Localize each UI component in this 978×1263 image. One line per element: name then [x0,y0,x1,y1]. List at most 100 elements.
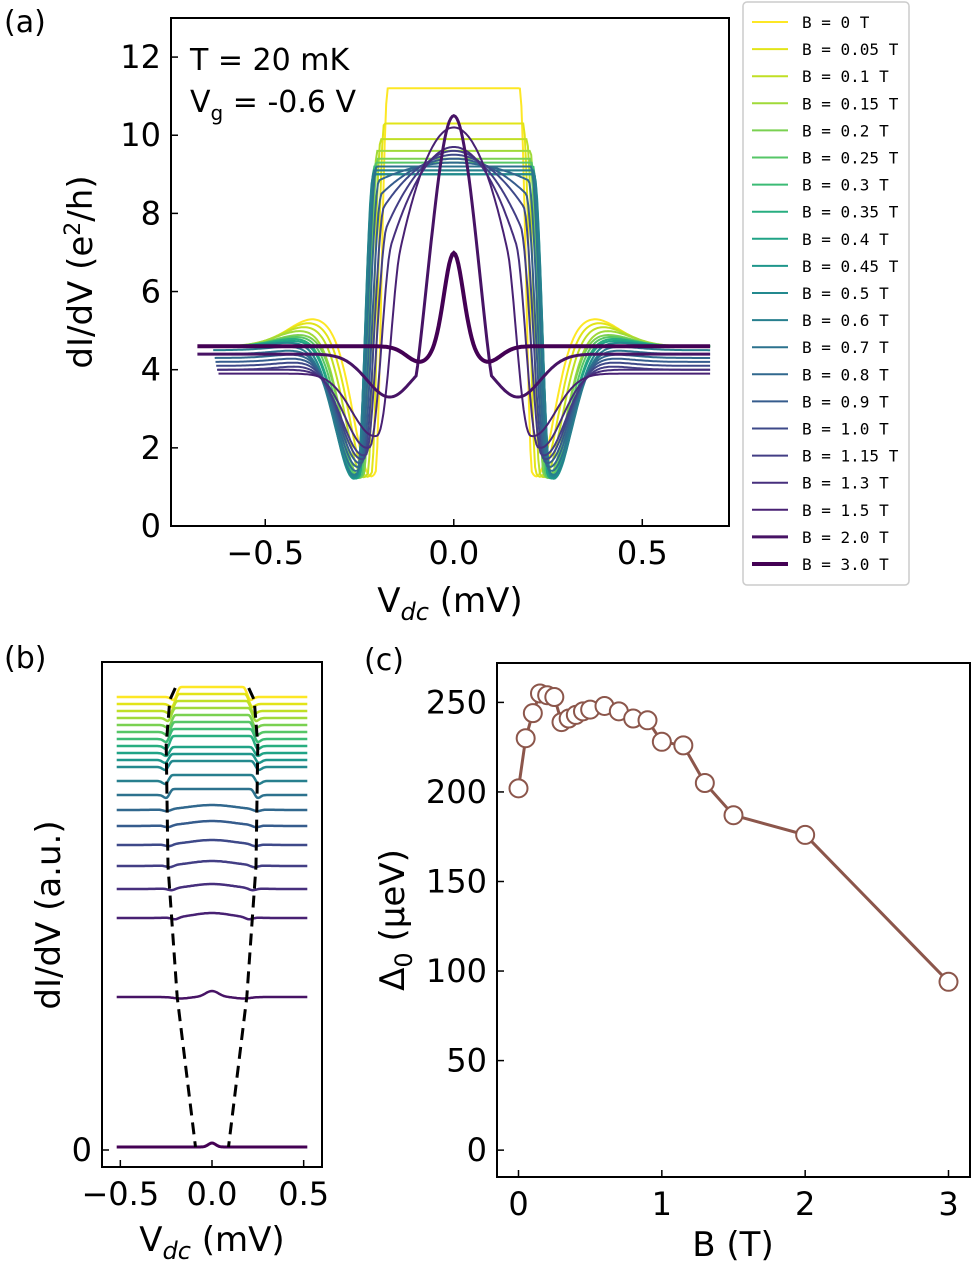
panel-c-y-tick-label: 0 [467,1131,487,1169]
panel-b-series-line [116,734,308,751]
panel-b-chart: −0.5 0.0 0.5 0 Vdc (mV) dI/dV (a.u.) [29,661,329,1263]
panel-a-series-line [209,165,711,480]
panel-c-data [508,683,959,992]
panel-a-series-line [207,157,711,479]
panel-c-y-axis-label: Δ0 (μeV) [373,849,418,991]
panel-a-x-tick-label: −0.5 [226,534,304,572]
panel-c-data-point [673,735,694,756]
legend-entry-label: B = 0.7 T [802,338,889,357]
panel-a-series-line [214,161,711,469]
panel-a-temperature-annotation: T = 20 mK [189,43,350,78]
legend-entry-label: B = 0.1 T [802,67,889,86]
legend-entry-label: B = 0.4 T [802,230,889,249]
panel-c-data-point [795,824,816,845]
panel-a-series-line [215,157,711,465]
panel-a-series-line [207,149,711,479]
panel-a-series-line [211,173,711,480]
panel-a-series-line [197,250,711,364]
panel-c-y-tick-label: 50 [446,1042,487,1080]
panel-c-data-point [723,805,744,826]
panel-c-y-tick-label: 250 [426,683,487,721]
panel-a-curves [197,87,711,480]
panel-b-x-tick-label: −0.5 [81,1175,159,1213]
panel-a-y-tick-label: 12 [120,38,161,76]
panel-b-y-tick-label: 0 [72,1131,92,1169]
legend-entry-label: B = 0.9 T [802,392,889,411]
panel-label-a: (a) [4,5,46,40]
panel-a-x-tick-label: 0.0 [428,534,479,572]
legend: B = 0 T B = 0.05 T B = 0.1 T B = 0.15 T B = … [742,1,910,586]
panel-a-y-tick-label: 2 [141,429,161,467]
legend-entry-label: B = 0.3 T [802,176,889,195]
legend-entry-label: B = 0.6 T [802,311,889,330]
panel-c-frame [496,662,971,1178]
panel-c-data-point [544,687,565,708]
panel-c-data-point [651,731,672,752]
panel-b-series-line [116,713,308,730]
legend-entry-label: B = 1.5 T [802,501,889,520]
legend-entry-label: B = 0 T [802,13,870,32]
panel-a-series-line [205,122,711,478]
panel-b-series-line [116,745,308,758]
legend-entry-label: B = 0.5 T [802,284,889,303]
panel-c-x-tick-label: 0 [508,1185,528,1223]
panel-b-series-line [116,803,308,813]
panel-c-data-point [694,772,715,793]
panel-b-series-line [116,1141,308,1149]
panel-a-y-tick-label: 4 [141,351,161,389]
legend-frame [742,1,910,586]
panel-a-x-tick-label: 0.5 [617,534,668,572]
panel-a-series-line [217,149,711,457]
legend-entry-label: B = 0.05 T [802,40,899,59]
panel-c-data-point [515,728,536,749]
panel-c-x-tick-label: 1 [652,1185,672,1223]
legend-entry-label: B = 0.2 T [802,121,889,140]
panel-label-b: (b) [4,641,46,676]
panel-a-series-line [206,138,711,479]
legend-entry-label: B = 3.0 T [802,555,889,574]
panel-c-x-tick-label: 3 [938,1185,958,1223]
panel-b-series-line [116,692,308,709]
panel-a-y-tick-label: 0 [141,507,161,545]
panel-b-series-line [116,859,308,869]
legend-entry-label: B = 0.8 T [802,365,889,384]
legend-entry-label: B = 0.25 T [802,149,899,168]
panel-c-data-point [522,703,543,724]
panel-a-series-line [216,153,711,461]
panel-a-series-line [212,173,711,478]
legend-entry-label: B = 0.45 T [802,257,899,276]
legend-entry-label: B = 1.0 T [802,420,889,439]
panel-b-series-line [116,819,308,829]
panel-a-y-axis-label: dI/dV (e2/h) [61,175,101,368]
panel-b-series-line [116,911,308,921]
panel-b-series-line [116,773,308,786]
panel-a-y-tick-label: 6 [141,273,161,311]
panel-a-chart: −0.5 0.0 0.5 0 2 4 6 8 10 12 T = 20 mK Vg = -0.6 … [61,17,730,626]
panel-c-ticks: 0 1 2 3 0 50 100 150 200 250 [426,683,959,1223]
panel-b-series-line [116,882,308,892]
panel-a-series-line [208,161,711,480]
panel-b-series-line [116,685,308,702]
panel-c-y-tick-label: 100 [426,952,487,990]
legend-entry-label: B = 0.15 T [802,94,899,113]
panel-b-series-line [116,720,308,737]
panel-b-x-tick-label: 0.5 [278,1175,329,1213]
panel-c-y-tick-label: 200 [426,773,487,811]
legend-entry-label: B = 0.35 T [802,203,899,222]
panel-c-data-point [938,971,959,992]
panel-b-x-tick-label: 0.0 [187,1175,238,1213]
panel-c-series-line [517,691,950,983]
panel-b-series-line [116,989,308,1000]
legend-items: B = 0 T B = 0.05 T B = 0.1 T B = 0.15 T B = … [752,13,899,574]
panel-a-series-line [197,114,711,399]
panel-b-series-line [116,787,308,800]
panel-a-series-line [211,173,711,480]
panel-b-series-line [116,759,308,772]
panel-b-dashed-guides [164,687,260,1148]
legend-entry-label: B = 1.3 T [802,474,889,493]
panel-a-series-line [214,165,711,472]
panel-b-series-line [116,752,308,765]
panel-b-series-line [116,727,308,744]
panel-label-c: (c) [364,643,404,678]
panel-c-y-tick-label: 150 [426,862,487,900]
